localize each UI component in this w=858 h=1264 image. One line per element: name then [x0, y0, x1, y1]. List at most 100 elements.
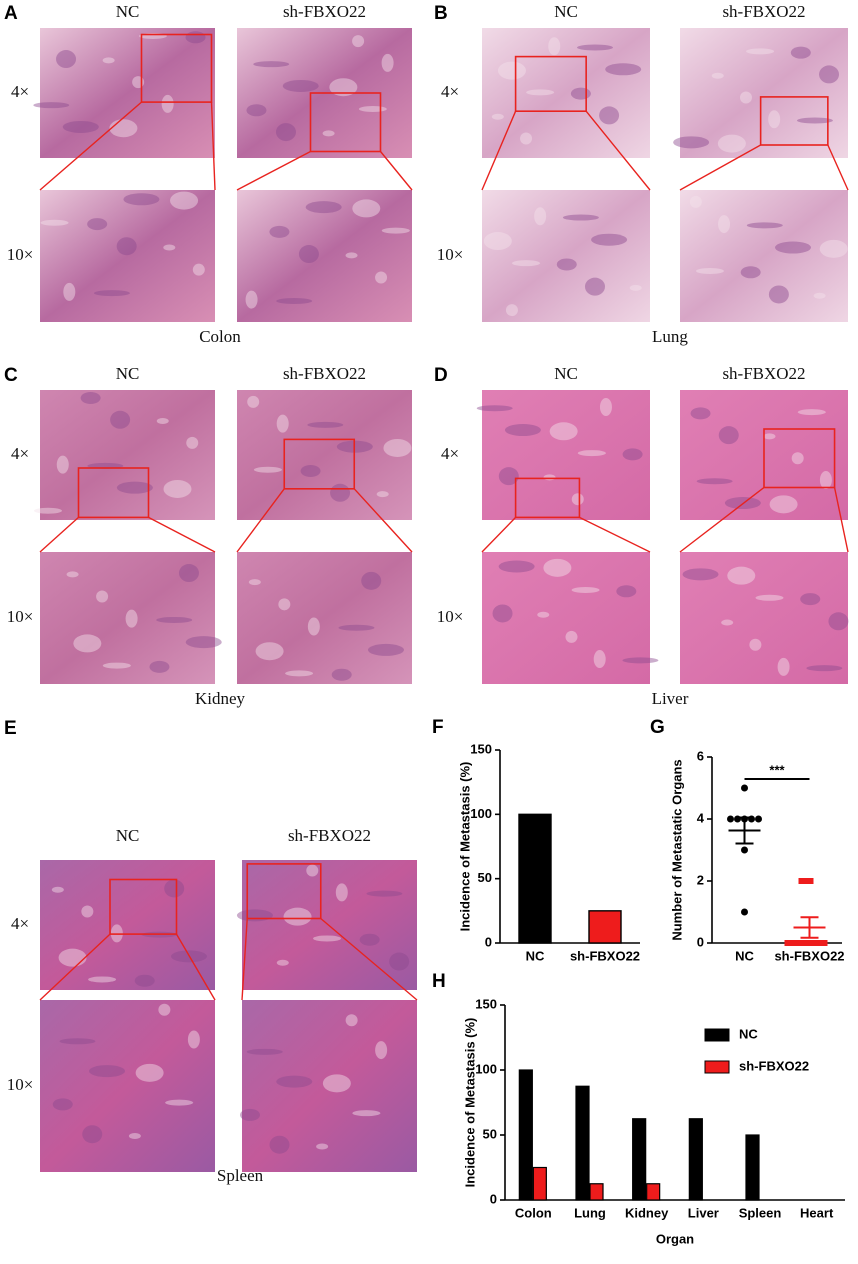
tissue-detail	[381, 227, 410, 234]
y-tick-label: 150	[475, 996, 497, 1011]
y-axis-label: Incidence of Metastasis (%)	[462, 1018, 477, 1188]
tissue-detail	[690, 407, 711, 420]
tissue-detail	[298, 245, 319, 264]
tissue-detail	[269, 225, 290, 238]
organ-label: Liver	[652, 689, 689, 708]
legend-swatch	[704, 1028, 730, 1042]
zoom-line	[833, 487, 849, 553]
legend-label: NC	[739, 1026, 758, 1041]
tissue-detail	[161, 94, 174, 113]
tissue-detail	[165, 1099, 194, 1106]
y-tick-label: 100	[475, 1061, 497, 1076]
tissue-detail	[163, 479, 192, 498]
tissue-detail	[526, 89, 555, 96]
tissue-detail	[236, 909, 273, 922]
zoom-line	[481, 110, 517, 191]
panel-letter: C	[4, 365, 18, 386]
tissue-detail	[498, 467, 519, 486]
tissue-detail	[255, 642, 284, 661]
tissue-detail	[577, 450, 606, 457]
tissue-detail	[156, 418, 169, 425]
row-label: 4×	[11, 444, 29, 463]
y-tick-label: 6	[697, 748, 704, 763]
data-point	[819, 940, 828, 946]
tissue-detail	[768, 285, 789, 304]
tissue-detail	[806, 665, 843, 672]
tissue-detail	[790, 46, 811, 59]
tissue-detail	[571, 493, 584, 506]
zoom-box	[283, 438, 356, 490]
tissue-detail	[300, 465, 321, 478]
tissue-detail	[128, 1132, 141, 1139]
tissue-detail	[593, 650, 606, 669]
tissue-detail	[282, 79, 319, 92]
tissue-detail	[185, 31, 206, 44]
tissue-detail	[721, 619, 734, 626]
tissue-detail	[755, 594, 784, 601]
tissue-detail	[534, 207, 547, 226]
tissue-detail	[149, 660, 170, 673]
tissue-detail	[246, 1048, 283, 1055]
row-label: 10×	[7, 1075, 34, 1094]
zoom-line	[379, 151, 413, 191]
tissue-detail	[520, 132, 533, 145]
y-tick-label: 100	[470, 806, 492, 821]
tissue-detail	[717, 134, 746, 153]
zoom-box	[246, 863, 322, 920]
tissue-detail	[375, 1041, 388, 1060]
tissue-detail	[125, 609, 138, 628]
x-axis-label: Organ	[656, 1231, 694, 1246]
zoom-line	[175, 933, 216, 1001]
column-label: NC	[116, 826, 140, 845]
tissue-detail	[313, 935, 342, 942]
tissue-detail	[345, 1014, 358, 1027]
tissue-detail	[498, 560, 535, 573]
tissue-detail	[746, 222, 783, 229]
panel-letter: D	[434, 365, 448, 386]
data-point	[727, 815, 734, 823]
tissue-detail	[367, 643, 404, 656]
tissue-detail	[158, 1003, 171, 1016]
tissue-detail	[123, 193, 160, 206]
y-axis-label: Incidence of Metastasis (%)	[457, 762, 472, 932]
bar	[532, 1166, 547, 1201]
tissue-detail	[813, 292, 826, 299]
y-tick-label: 2	[697, 872, 704, 887]
tissue-detail	[562, 214, 599, 221]
tissue-detail	[549, 422, 578, 441]
panel-letter: E	[4, 718, 17, 739]
tissue-detail	[739, 91, 752, 104]
tissue-detail	[682, 568, 719, 581]
histology-image	[40, 390, 215, 520]
tissue-detail	[622, 448, 643, 461]
tissue-detail	[616, 585, 637, 598]
tissue-detail	[305, 201, 342, 214]
bar	[575, 1085, 590, 1201]
tissue-detail	[352, 199, 381, 218]
x-tick-label: Spleen	[739, 1205, 782, 1220]
tissue-detail	[605, 63, 642, 76]
y-tick-label: 0	[490, 1191, 497, 1206]
tissue-detail	[565, 630, 578, 643]
significance-label: ***	[769, 762, 785, 777]
zoom-box	[77, 467, 150, 519]
tissue-detail	[276, 1075, 313, 1088]
tissue-detail	[110, 410, 131, 429]
tissue-detail	[819, 470, 832, 489]
row-label: 10×	[437, 245, 464, 264]
tissue-detail	[58, 948, 87, 967]
bar	[588, 910, 622, 944]
tissue-detail	[156, 616, 193, 623]
tissue-detail	[330, 483, 351, 502]
zoom-box	[514, 477, 581, 519]
histology-image	[237, 390, 412, 520]
histology-image	[237, 190, 412, 322]
tissue-detail	[307, 421, 344, 428]
tissue-detail	[796, 117, 833, 124]
tissue-detail	[66, 571, 79, 578]
zoom-line	[39, 933, 111, 1001]
column-label: sh-FBXO22	[283, 364, 366, 383]
tissue-detail	[285, 670, 314, 677]
tissue-detail	[537, 611, 550, 618]
